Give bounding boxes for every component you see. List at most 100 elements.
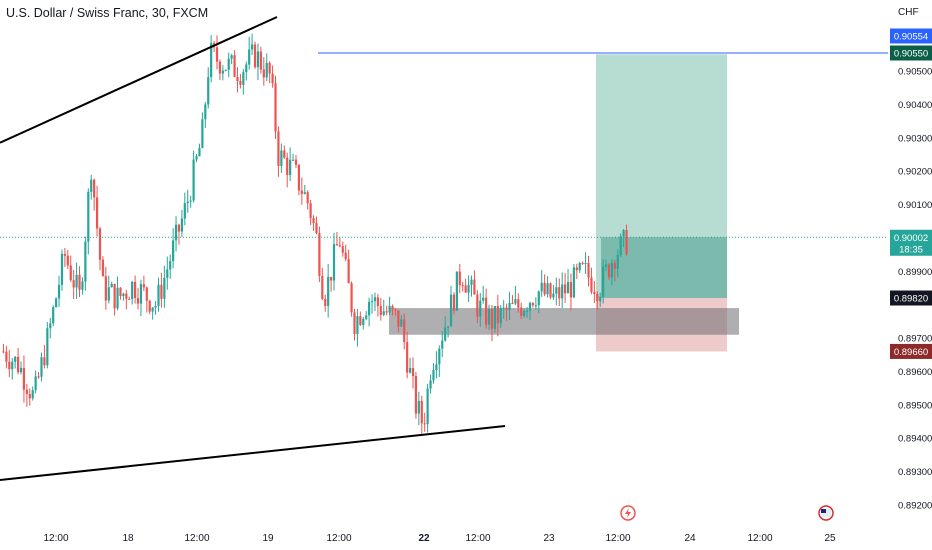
candle-body bbox=[75, 274, 78, 288]
candle-body bbox=[485, 297, 488, 325]
candle-body bbox=[256, 51, 260, 68]
candle-body bbox=[610, 262, 614, 278]
candle-body bbox=[104, 276, 107, 301]
candle-body bbox=[502, 307, 505, 309]
candle-body bbox=[493, 305, 497, 329]
candle-body bbox=[435, 364, 438, 370]
candle-body bbox=[446, 326, 450, 328]
candle-body bbox=[87, 191, 90, 242]
drawings-layer bbox=[389, 54, 739, 352]
candle-body bbox=[248, 49, 251, 65]
candle-body bbox=[359, 316, 362, 325]
candle-body bbox=[596, 294, 599, 302]
candle-body bbox=[291, 159, 295, 161]
candle-body bbox=[444, 327, 447, 341]
countdown-label: 18:35 bbox=[899, 244, 923, 255]
candle-body bbox=[590, 277, 593, 292]
candle-body bbox=[599, 296, 602, 302]
candle-body bbox=[397, 310, 400, 327]
candle-body bbox=[22, 367, 26, 390]
candle-body bbox=[294, 159, 298, 165]
candle-body bbox=[306, 192, 309, 204]
candle-body bbox=[344, 252, 347, 260]
candle-body bbox=[370, 301, 374, 303]
candle-body bbox=[499, 307, 502, 324]
candle-body bbox=[192, 159, 195, 201]
candle-body bbox=[403, 319, 406, 343]
candle-body bbox=[233, 55, 236, 77]
candle-body bbox=[172, 240, 175, 262]
candle-body bbox=[520, 307, 523, 316]
candle-body bbox=[543, 282, 546, 295]
open-profit-zone bbox=[601, 237, 727, 299]
candle-body bbox=[11, 361, 14, 370]
candle-body bbox=[318, 233, 321, 276]
candle-body bbox=[525, 310, 529, 312]
candle-body bbox=[131, 281, 134, 300]
candle-body bbox=[511, 302, 514, 304]
candle-body bbox=[139, 284, 143, 304]
candle-body bbox=[353, 312, 356, 334]
candle-body bbox=[414, 376, 418, 414]
candle-body bbox=[362, 318, 365, 325]
candle-body bbox=[40, 357, 43, 377]
candle-body bbox=[25, 389, 28, 394]
candle-body bbox=[2, 351, 5, 353]
candle-body bbox=[379, 306, 382, 315]
candle-body bbox=[476, 294, 479, 317]
candle-body bbox=[394, 309, 397, 311]
candle-body bbox=[8, 361, 11, 370]
candle-body bbox=[180, 218, 184, 232]
price-tick-label: 0.90300 bbox=[898, 133, 932, 144]
price-tick-label: 0.90500 bbox=[898, 67, 932, 78]
support-trendline bbox=[0, 425, 506, 481]
candle-body bbox=[332, 244, 336, 281]
candle-body bbox=[549, 283, 552, 298]
candle-body bbox=[561, 284, 564, 299]
candle-body bbox=[564, 284, 567, 294]
candle-body bbox=[46, 328, 49, 366]
lightning-bolt-icon bbox=[625, 508, 631, 518]
candle-body bbox=[204, 104, 207, 120]
time-tick-label: 12:00 bbox=[184, 533, 209, 544]
candle-body bbox=[31, 390, 34, 399]
candle-body bbox=[376, 297, 379, 307]
time-tick-label: 24 bbox=[684, 533, 696, 544]
candle-body bbox=[215, 47, 219, 62]
candle-body bbox=[321, 275, 324, 299]
candle-body bbox=[479, 300, 482, 317]
candle-body bbox=[572, 267, 575, 298]
candle-body bbox=[169, 261, 172, 270]
candle-body bbox=[286, 157, 289, 175]
candle-body bbox=[455, 271, 458, 311]
candle-body bbox=[107, 287, 110, 301]
price-badge bbox=[890, 229, 932, 256]
candle-body bbox=[432, 369, 435, 381]
candle-body bbox=[625, 230, 628, 255]
candle-body bbox=[487, 309, 491, 325]
candle-body bbox=[347, 259, 350, 284]
price-tick-label: 0.89500 bbox=[898, 400, 932, 411]
candle-body bbox=[365, 315, 368, 319]
price-badge bbox=[890, 343, 932, 359]
candle-body bbox=[528, 303, 532, 311]
candle-body bbox=[517, 299, 520, 308]
price-badge bbox=[890, 290, 932, 306]
candle-body bbox=[262, 69, 265, 78]
candle-body bbox=[268, 62, 271, 74]
candle-body bbox=[265, 62, 268, 78]
time-tick-label: 12:00 bbox=[605, 533, 630, 544]
candle-body bbox=[622, 230, 625, 237]
candle-body bbox=[19, 367, 23, 373]
lines-layer bbox=[0, 16, 888, 481]
chart-title: U.S. Dollar / Swiss Franc, 30, FXCM bbox=[6, 6, 209, 20]
candle-body bbox=[259, 51, 262, 70]
candle-body bbox=[315, 223, 318, 234]
price-badge-label: 0.89820 bbox=[894, 294, 928, 305]
candle-body bbox=[584, 263, 587, 265]
candle-body bbox=[274, 83, 277, 132]
time-tick-label: 23 bbox=[543, 533, 555, 544]
candle-body bbox=[52, 307, 55, 324]
